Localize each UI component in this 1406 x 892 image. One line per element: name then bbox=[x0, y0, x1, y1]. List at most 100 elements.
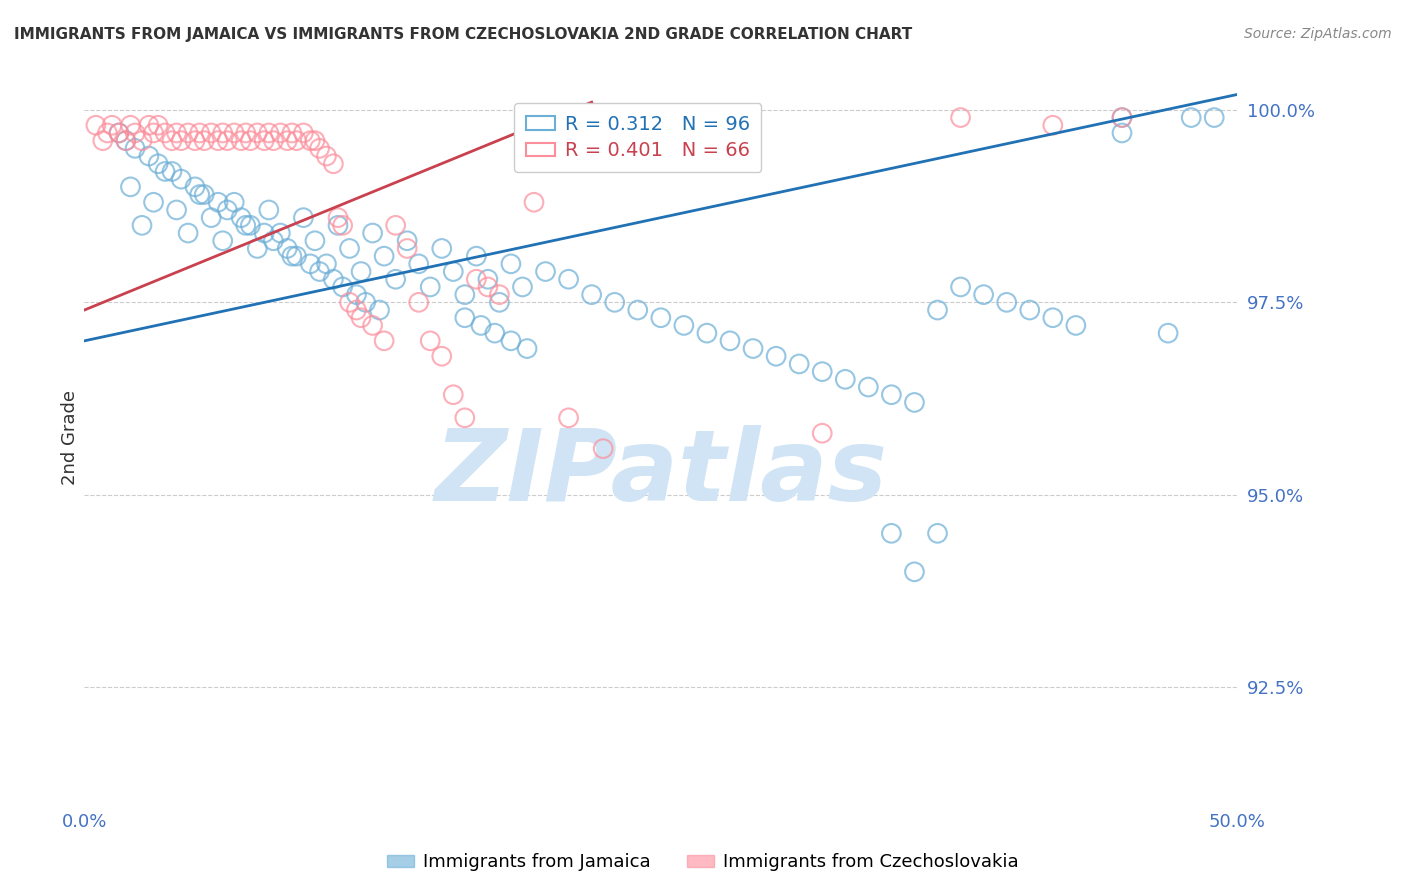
Point bbox=[834, 372, 856, 386]
Point bbox=[131, 134, 153, 148]
Point bbox=[101, 118, 124, 132]
Point bbox=[131, 219, 153, 233]
Point bbox=[1204, 111, 1226, 125]
Point bbox=[308, 141, 330, 155]
Point bbox=[193, 187, 215, 202]
Point bbox=[91, 134, 114, 148]
Point bbox=[138, 149, 160, 163]
Point bbox=[231, 211, 253, 225]
Point bbox=[304, 234, 326, 248]
Point bbox=[257, 126, 280, 140]
Point bbox=[477, 280, 499, 294]
Point bbox=[1157, 326, 1180, 340]
Point bbox=[253, 226, 276, 240]
Point bbox=[108, 126, 131, 140]
Point bbox=[124, 141, 146, 155]
Point bbox=[454, 310, 477, 325]
Point bbox=[207, 195, 229, 210]
Point bbox=[441, 388, 464, 402]
Point bbox=[153, 164, 176, 178]
Point bbox=[880, 526, 903, 541]
Point bbox=[523, 195, 546, 210]
Point bbox=[142, 195, 165, 210]
Point bbox=[332, 219, 354, 233]
Point bbox=[124, 126, 146, 140]
Point bbox=[246, 242, 269, 256]
Point bbox=[350, 310, 373, 325]
Point bbox=[339, 242, 361, 256]
Point bbox=[534, 264, 557, 278]
Point bbox=[592, 442, 614, 456]
Text: IMMIGRANTS FROM JAMAICA VS IMMIGRANTS FROM CZECHOSLOVAKIA 2ND GRADE CORRELATION : IMMIGRANTS FROM JAMAICA VS IMMIGRANTS FR… bbox=[14, 27, 912, 42]
Point bbox=[441, 264, 464, 278]
Point bbox=[276, 242, 298, 256]
Point bbox=[368, 303, 391, 318]
Point bbox=[84, 118, 107, 132]
Point bbox=[253, 134, 276, 148]
Point bbox=[927, 303, 949, 318]
Point bbox=[269, 226, 291, 240]
Point bbox=[454, 410, 477, 425]
Legend: Immigrants from Jamaica, Immigrants from Czechoslovakia: Immigrants from Jamaica, Immigrants from… bbox=[380, 847, 1026, 879]
Point bbox=[322, 157, 344, 171]
Point bbox=[419, 280, 441, 294]
Point bbox=[465, 249, 488, 263]
Point bbox=[430, 242, 453, 256]
Point bbox=[384, 219, 406, 233]
Point bbox=[200, 126, 222, 140]
Point bbox=[373, 334, 395, 348]
Point bbox=[239, 219, 262, 233]
Point bbox=[217, 134, 239, 148]
Point bbox=[177, 226, 200, 240]
Point bbox=[350, 264, 373, 278]
Point bbox=[499, 257, 522, 271]
Point bbox=[361, 226, 384, 240]
Legend: R = 0.312   N = 96, R = 0.401   N = 66: R = 0.312 N = 96, R = 0.401 N = 66 bbox=[515, 103, 762, 172]
Point bbox=[170, 134, 193, 148]
Text: Source: ZipAtlas.com: Source: ZipAtlas.com bbox=[1244, 27, 1392, 41]
Point bbox=[207, 134, 229, 148]
Point bbox=[1018, 303, 1040, 318]
Point bbox=[477, 272, 499, 286]
Point bbox=[973, 287, 995, 301]
Point bbox=[742, 342, 765, 356]
Point bbox=[346, 303, 368, 318]
Point bbox=[211, 234, 233, 248]
Point bbox=[188, 126, 211, 140]
Point bbox=[315, 149, 337, 163]
Point bbox=[308, 264, 330, 278]
Point bbox=[299, 134, 322, 148]
Point bbox=[146, 118, 169, 132]
Point bbox=[465, 272, 488, 286]
Point bbox=[1042, 310, 1064, 325]
Y-axis label: 2nd Grade: 2nd Grade bbox=[60, 390, 79, 484]
Point bbox=[96, 126, 118, 140]
Point bbox=[184, 179, 207, 194]
Point bbox=[419, 334, 441, 348]
Point bbox=[285, 134, 308, 148]
Point bbox=[470, 318, 492, 333]
Point bbox=[696, 326, 718, 340]
Point bbox=[627, 303, 650, 318]
Point bbox=[396, 234, 419, 248]
Point bbox=[949, 111, 972, 125]
Point bbox=[160, 134, 183, 148]
Point bbox=[177, 126, 200, 140]
Point bbox=[120, 118, 142, 132]
Point bbox=[170, 172, 193, 186]
Point bbox=[160, 164, 183, 178]
Point bbox=[488, 287, 510, 301]
Point bbox=[269, 126, 291, 140]
Point bbox=[326, 219, 349, 233]
Point bbox=[262, 234, 284, 248]
Point bbox=[718, 334, 741, 348]
Point bbox=[142, 126, 165, 140]
Point bbox=[512, 280, 534, 294]
Point bbox=[408, 257, 430, 271]
Point bbox=[138, 118, 160, 132]
Point bbox=[166, 126, 188, 140]
Point bbox=[1111, 111, 1133, 125]
Point bbox=[454, 287, 477, 301]
Point bbox=[115, 134, 138, 148]
Point bbox=[108, 126, 131, 140]
